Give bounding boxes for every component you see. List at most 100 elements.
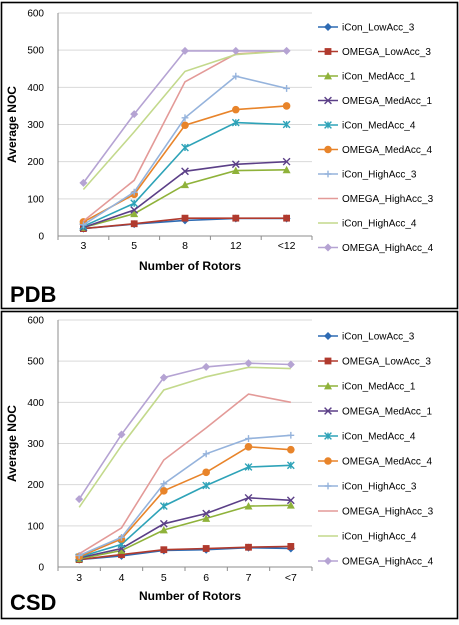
x-axis-title: Number of Rotors [139,589,241,603]
y-tick-label: 400 [27,398,44,409]
y-axis-title: Average NOC [5,405,19,482]
legend-label: OMEGA_MedAcc_1 [342,96,432,107]
y-tick-label: 0 [38,232,44,243]
x-tick-label: 4 [119,572,125,584]
data-point [130,110,139,119]
data-point [130,220,138,228]
legend-item: OMEGA_LowAcc_3 [318,357,431,368]
legend-label: iCon_HighAcc_3 [342,170,417,181]
y-tick-label: 0 [38,563,44,574]
series-line [82,50,287,191]
data-point [282,102,291,110]
data-point [232,105,240,114]
legend-item: iCon_MedAcc_1 [318,72,416,83]
data-point [181,46,189,55]
y-tick-label: 500 [27,46,44,57]
data-point [244,359,253,368]
data-point [244,493,253,502]
legend-label: iCon_HighAcc_3 [342,482,417,493]
x-tick-label: 8 [182,240,188,252]
data-point [181,121,189,130]
data-point [75,495,84,504]
data-point [287,445,295,454]
legend-swatch-marker [324,457,332,465]
data-point [282,157,291,166]
data-point [287,431,295,439]
legend-item: iCon_MedAcc_1 [318,382,416,393]
y-tick-label: 500 [27,357,44,368]
data-point [118,533,125,541]
data-point [202,362,211,371]
data-point [245,435,252,442]
series-OMEGA_HighAcc_4 [79,46,291,187]
data-point [231,118,240,127]
series-iCon_HighAcc_3 [75,431,295,559]
data-point [202,514,211,522]
series-iCon_HighAcc_4 [82,50,287,191]
series-line [79,504,291,560]
data-point [181,214,189,222]
data-point [282,120,291,129]
x-tick-label: <12 [278,240,296,252]
legend-swatch-marker [324,357,332,365]
x-tick-label: 3 [76,572,82,584]
legend-item: OMEGA_HighAcc_3 [318,194,434,205]
legend-item: OMEGA_MedAcc_4 [318,457,432,468]
panel-label: CSD [10,590,56,615]
legend-swatch-marker [324,48,332,55]
data-point [244,502,253,510]
y-tick-label: 400 [27,83,44,94]
x-tick-label: 6 [203,572,209,584]
data-point [202,468,210,477]
series-line [79,496,291,559]
legend-item: iCon_LowAcc_3 [318,23,415,34]
data-point [130,199,139,208]
series-iCon_HighAcc_4 [78,366,291,508]
series-OMEGA_HighAcc_3 [78,393,291,555]
x-tick-label: 12 [230,240,242,252]
legend-label: OMEGA_LowAcc_3 [342,47,431,58]
data-point [232,214,240,222]
x-axis-title: Number of Rotors [139,259,241,273]
panel-border [0,1,459,310]
series-line [78,464,291,558]
legend-label: iCon_HighAcc_4 [342,219,417,230]
legend-swatch-marker [324,145,332,154]
legend-swatch-marker [324,482,332,490]
data-point [181,114,189,122]
legend-item: OMEGA_HighAcc_3 [318,507,434,518]
y-tick-label: 300 [27,120,44,131]
legend: iCon_LowAcc_3 OMEGA_LowAcc_3 iCon_MedAcc_1… [318,23,434,254]
y-tick-label: 300 [27,439,44,450]
series-line [79,545,291,561]
data-point [244,442,253,451]
data-point [283,214,290,222]
legend-swatch-marker [324,332,332,340]
data-point [245,543,252,551]
data-point [283,85,290,92]
legend-item: OMEGA_HighAcc_4 [318,243,434,254]
series-line [78,445,291,558]
data-point [231,46,240,55]
legend-swatch-marker [324,72,332,80]
data-point [130,209,139,218]
data-point [159,519,168,528]
data-point [231,160,240,169]
series-line [78,366,291,508]
data-point [202,450,210,458]
chart-panel-pdb: 0 100 200 300 400 500 600 3 5 8 12 <12 Number of Rot… [0,1,459,310]
panel-label: PDB [10,282,56,307]
y-tick-label: 600 [27,316,44,327]
legend-item: iCon_HighAcc_3 [318,170,417,181]
legend-label: iCon_LowAcc_3 [342,23,415,34]
legend-swatch-marker [324,382,332,390]
legend-item: OMEGA_MedAcc_1 [318,407,432,418]
data-point [130,206,139,214]
legend-swatch-marker [324,407,332,415]
data-point [202,481,211,490]
data-point [117,546,126,554]
legend-swatch-marker [324,243,332,252]
data-point [282,46,291,55]
legend-label: OMEGA_HighAcc_3 [342,194,434,205]
series-line [78,393,291,555]
